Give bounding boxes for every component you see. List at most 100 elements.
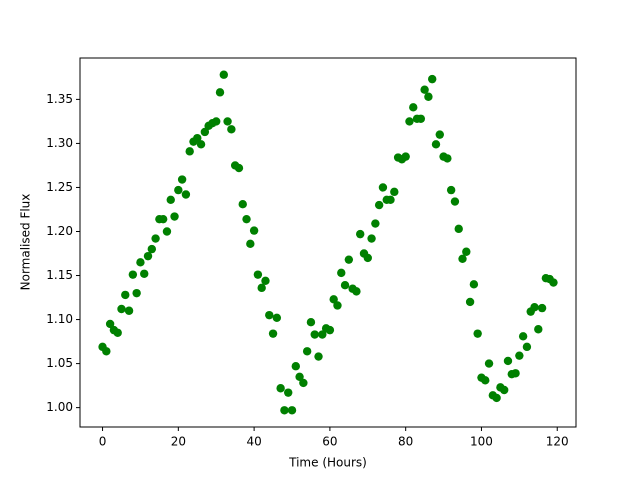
data-point (518, 332, 528, 341)
data-point (454, 224, 463, 234)
y-tick-label: 1.20 (46, 224, 73, 238)
x-tick-label: 40 (246, 435, 261, 449)
x-tick-label: 0 (99, 435, 107, 449)
data-point (469, 280, 479, 289)
x-axis-label: Time (Hours) (288, 456, 367, 470)
x-tick-label: 80 (398, 435, 413, 449)
data-point (261, 276, 270, 286)
data-point (117, 304, 126, 314)
data-point (276, 384, 285, 393)
data-point (249, 226, 259, 235)
data-point (287, 406, 297, 415)
data-point (238, 199, 247, 209)
x-tick-label: 100 (470, 435, 493, 449)
data-point (435, 130, 444, 139)
data-point (151, 234, 160, 243)
data-point (234, 163, 244, 173)
data-point (177, 175, 187, 184)
data-point (193, 133, 202, 143)
data-point (170, 212, 179, 221)
data-point (325, 325, 335, 335)
data-point (162, 227, 172, 236)
data-point (147, 244, 157, 254)
plot-frame (79, 57, 577, 428)
data-point (196, 140, 206, 149)
x-tick-label: 60 (322, 435, 337, 449)
data-point (340, 281, 350, 290)
data-point (174, 185, 183, 195)
data-point (302, 347, 312, 356)
data-point (113, 328, 122, 337)
data-point (424, 92, 433, 101)
data-point (333, 301, 342, 310)
data-point (465, 297, 475, 307)
data-point (492, 393, 501, 403)
data-point (473, 329, 482, 338)
data-point (140, 269, 149, 278)
data-point (102, 347, 111, 356)
data-point (329, 295, 338, 304)
data-point (537, 303, 547, 313)
data-point (246, 239, 255, 249)
data-point (212, 117, 221, 126)
data-point (284, 388, 293, 397)
data-point (374, 200, 384, 210)
data-point (121, 290, 130, 300)
data-point (549, 278, 558, 287)
data-point (306, 318, 316, 327)
data-point (181, 190, 191, 199)
data-point (503, 356, 513, 366)
data-point (314, 352, 323, 361)
data-point (420, 85, 429, 94)
data-point (124, 306, 134, 315)
data-point (105, 319, 115, 329)
data-point (185, 147, 194, 156)
y-tick-label: 1.10 (46, 312, 73, 326)
data-point (291, 362, 300, 371)
data-point (431, 140, 441, 149)
x-tick-label: 20 (171, 435, 186, 449)
data-point (416, 114, 426, 123)
data-point (367, 234, 376, 243)
data-point (337, 268, 346, 278)
data-point (458, 254, 467, 263)
data-point (405, 117, 414, 126)
data-point (299, 378, 308, 388)
y-tick-label: 1.25 (46, 180, 73, 194)
data-point (409, 103, 418, 112)
data-point (215, 88, 225, 97)
data-point (371, 219, 380, 228)
data-point (386, 195, 395, 204)
data-point (356, 229, 365, 239)
data-point (223, 117, 232, 126)
data-point (450, 197, 460, 206)
data-point (253, 270, 263, 279)
data-point (443, 154, 452, 163)
y-tick-label: 1.15 (46, 268, 73, 282)
data-point (166, 195, 175, 204)
data-point (268, 329, 278, 338)
data-point (132, 288, 141, 298)
data-point (428, 74, 437, 84)
y-tick-label: 1.30 (46, 136, 73, 150)
data-point (352, 287, 361, 296)
y-tick-label: 1.05 (46, 356, 73, 370)
data-point (265, 310, 274, 320)
data-point (344, 255, 354, 264)
data-point (295, 372, 304, 382)
data-point (390, 187, 399, 197)
data-point (143, 251, 153, 261)
data-point (446, 185, 456, 195)
data-point (511, 369, 520, 378)
y-axis-label: Normalised Flux (19, 194, 33, 291)
data-point (219, 70, 228, 79)
data-point (481, 376, 490, 385)
data-point (158, 214, 168, 224)
data-point (227, 125, 236, 134)
data-point (136, 258, 145, 267)
data-point (310, 330, 319, 339)
data-point (522, 342, 532, 352)
data-point (378, 183, 388, 192)
data-point (515, 351, 524, 360)
